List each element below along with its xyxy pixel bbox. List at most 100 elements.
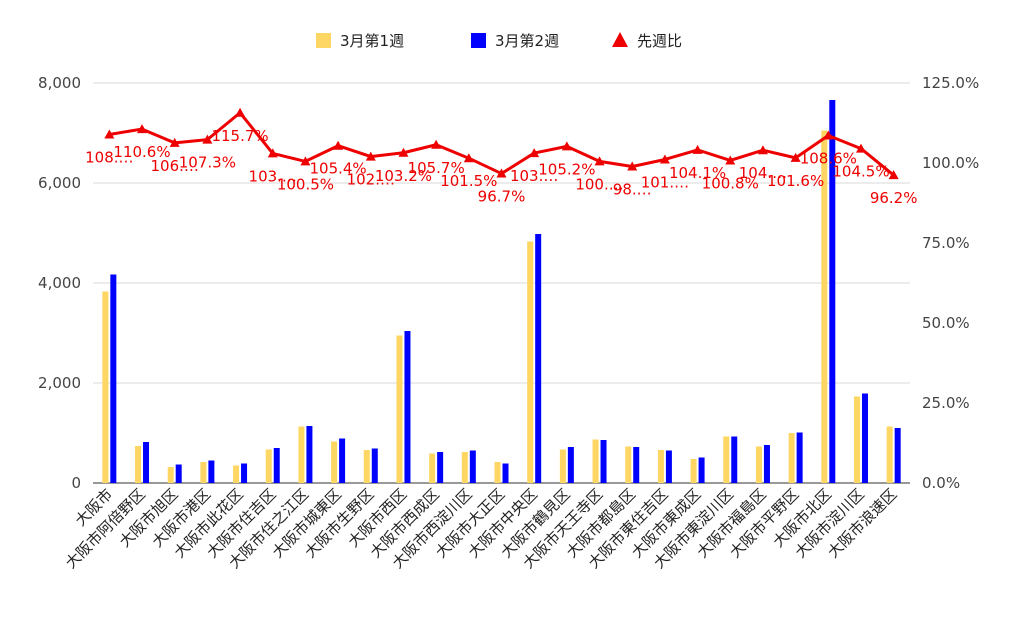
legend: 3月第1週 3月第2週 先週比 [316,32,682,50]
bar [298,426,305,483]
ratio-line [104,107,899,180]
line-point [823,130,834,140]
right-axis-ticks: 0.0% 25.0% 50.0% 75.0% 100.0% 125.0% [922,74,979,492]
data-label: 100.… [575,175,623,193]
bar [233,465,240,483]
bar [208,460,215,483]
data-labels: 108.…110.6%106.…107.3%115.7%103.…100.5%1… [85,127,917,207]
data-label: 101.5% [440,172,497,190]
line-point [888,170,899,180]
right-axis-tick-label: 25.0% [922,394,970,412]
line-point [659,154,670,164]
left-axis-tick-label: 6,000 [38,174,81,192]
bar [143,442,150,483]
left-axis-ticks: 0 2,000 4,000 6,000 8,000 [38,74,81,492]
legend-label: 先週比 [637,32,682,50]
bar [796,432,803,483]
bar [592,439,599,483]
data-label: 108.6% [800,149,857,167]
bar [404,331,411,483]
bar [110,274,117,483]
data-label: 100.5% [277,175,334,193]
line-point [692,144,703,154]
line-point [790,152,801,162]
data-label: 104.5% [832,163,889,181]
bar [200,462,207,483]
data-label: 107.3% [179,154,236,172]
legend-swatch [316,33,331,48]
grid-lines [93,82,910,484]
line-point [496,168,507,178]
data-label: 108.… [85,149,133,167]
bar [241,463,248,483]
bar [559,449,566,483]
line-point [300,156,311,166]
data-label: 98.… [613,181,652,199]
left-axis-tick-label: 8,000 [38,74,81,92]
bar [894,428,901,483]
right-axis-tick-label: 125.0% [922,74,979,92]
line-point [202,134,213,144]
data-label: 96.7% [478,188,526,206]
data-label: 105.7% [408,159,465,177]
data-label: 103.2% [375,167,432,185]
category-labels: 大阪市大阪市阿倍野区大阪市旭区大阪市港区大阪市此花区大阪市住吉区大阪市住之江区大… [62,485,901,572]
data-label: 104.1% [669,164,726,182]
bar [167,467,174,483]
line-point [267,148,278,158]
bar [527,241,534,483]
legend-label: 3月第1週 [340,32,404,50]
right-axis-tick-label: 50.0% [922,314,970,332]
line-point [529,148,540,158]
line-point [757,145,768,155]
bar [731,436,738,483]
data-label: 105.4% [309,160,366,178]
line-point [333,140,344,150]
bar [135,446,142,483]
bar [633,447,640,483]
data-label: 100.8% [702,174,759,192]
bar [788,433,795,483]
line-point [104,129,115,139]
bar [429,453,436,483]
bar [763,445,770,483]
data-label: 104.… [739,164,787,182]
data-label: 115.7% [211,127,268,145]
bar [437,452,444,483]
line-point [627,161,638,171]
data-label: 101.… [641,173,689,191]
bar [494,462,501,483]
bar [625,446,632,483]
bar [886,426,893,483]
bar [461,452,468,483]
line-point [463,153,474,163]
bar [853,396,860,483]
bar [723,436,730,483]
bar [657,450,664,483]
bar [273,448,280,483]
left-axis-tick-label: 4,000 [38,274,81,292]
legend-swatch [612,32,628,47]
right-axis-tick-label: 100.0% [922,154,979,172]
line-point [855,143,866,153]
data-label: 103.… [249,167,297,185]
bar [102,291,109,483]
line-point [365,151,376,161]
bars [102,100,901,483]
line-point [561,141,572,151]
bar [821,130,828,483]
data-label: 105.2% [538,160,595,178]
bar [371,448,378,483]
data-label: 102.… [347,171,395,189]
bar [665,450,672,483]
bar [755,446,762,483]
bar [331,441,338,483]
bar [175,464,182,483]
bar [502,463,509,483]
line-point [235,107,246,117]
line-point [137,124,148,134]
bar [698,457,705,483]
line-point [594,156,605,166]
bar [469,450,476,483]
